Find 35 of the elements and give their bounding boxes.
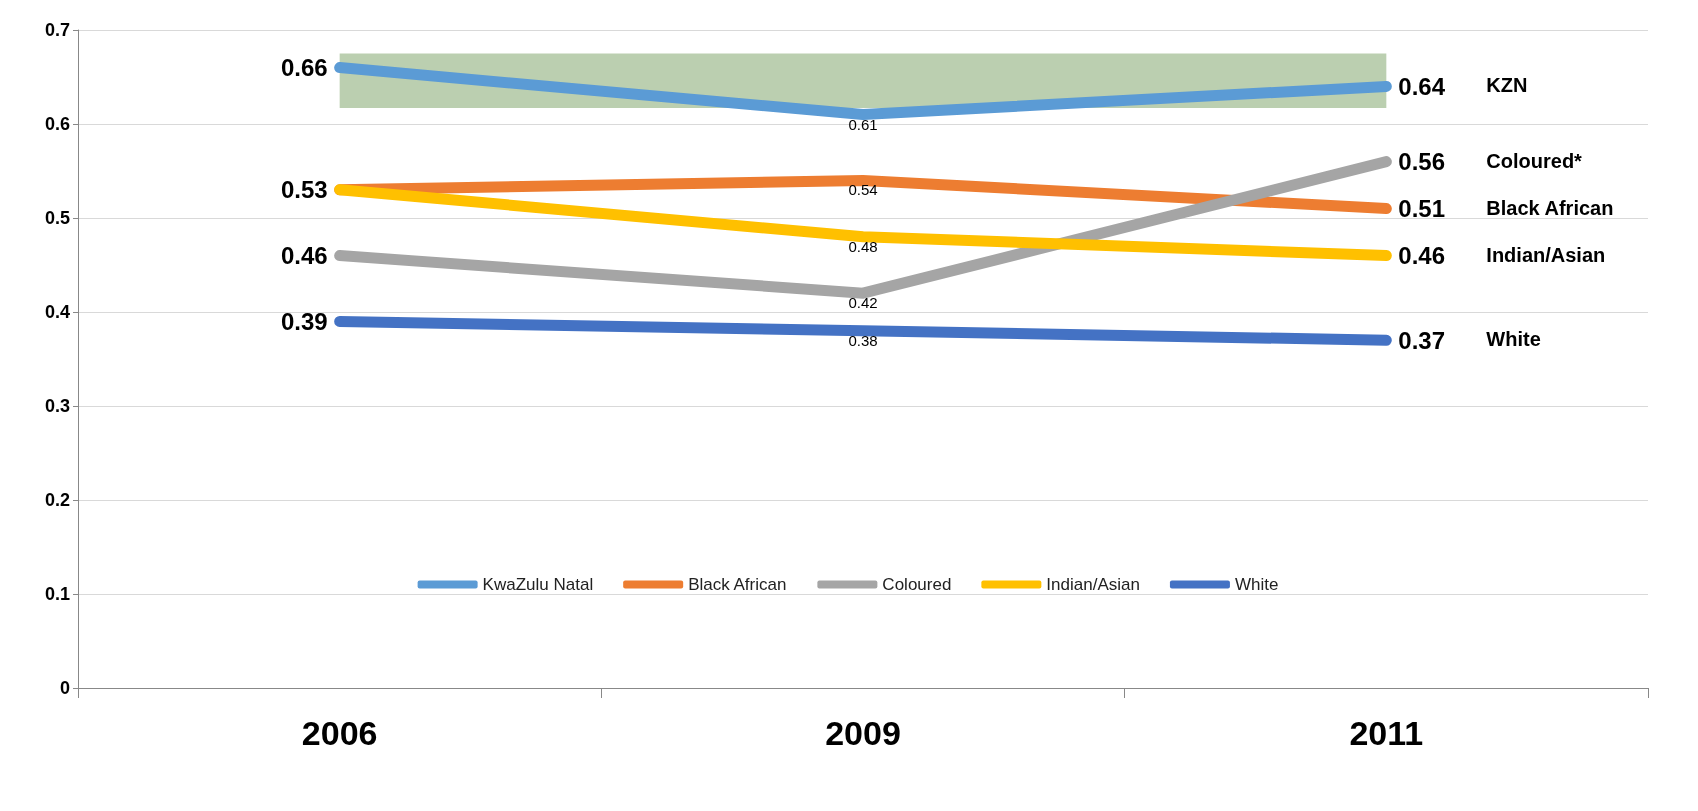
y-tick-label: 0.1 xyxy=(44,584,70,604)
data-label: 0.54 xyxy=(848,181,878,199)
x-tick-label: 2009 xyxy=(825,714,901,752)
y-tick-label: 0.7 xyxy=(44,20,70,40)
y-tick-label: 0 xyxy=(59,678,70,698)
y-tick-label: 0.2 xyxy=(44,490,70,510)
annotation: Coloured* xyxy=(1486,149,1583,172)
data-label: 0.46 xyxy=(1398,242,1446,270)
y-tick-label: 0.3 xyxy=(44,396,70,416)
data-label: 0.51 xyxy=(1398,195,1446,223)
data-label: 0.66 xyxy=(280,54,328,82)
annotation: White xyxy=(1486,328,1541,351)
data-label: 0.37 xyxy=(1398,326,1446,354)
data-label: 0.56 xyxy=(1398,148,1446,176)
legend-label: White xyxy=(1234,575,1279,594)
legend-label: Indian/Asian xyxy=(1046,575,1140,594)
y-tick-label: 0.4 xyxy=(44,302,70,322)
y-tick-label: 0.5 xyxy=(44,208,70,228)
annotation: KZN xyxy=(1486,74,1528,97)
data-label: 0.39 xyxy=(280,307,328,335)
data-label: 0.46 xyxy=(280,242,328,270)
annotation: Indian/Asian xyxy=(1486,243,1606,266)
annotation: Black African xyxy=(1486,196,1614,219)
x-tick-label: 2006 xyxy=(301,714,378,752)
y-tick-label: 0.6 xyxy=(44,114,70,134)
data-label: 0.64 xyxy=(1398,72,1446,100)
data-label: 0.48 xyxy=(848,237,878,255)
data-label: 0.61 xyxy=(848,115,878,133)
x-tick-label: 2011 xyxy=(1349,714,1424,752)
legend-label: KwaZulu Natal xyxy=(482,575,594,594)
data-label: 0.42 xyxy=(848,294,878,312)
legend-label: Coloured xyxy=(882,575,952,594)
data-label: 0.38 xyxy=(848,331,878,349)
data-label: 0.53 xyxy=(280,176,328,204)
legend-label: Black African xyxy=(688,575,787,594)
